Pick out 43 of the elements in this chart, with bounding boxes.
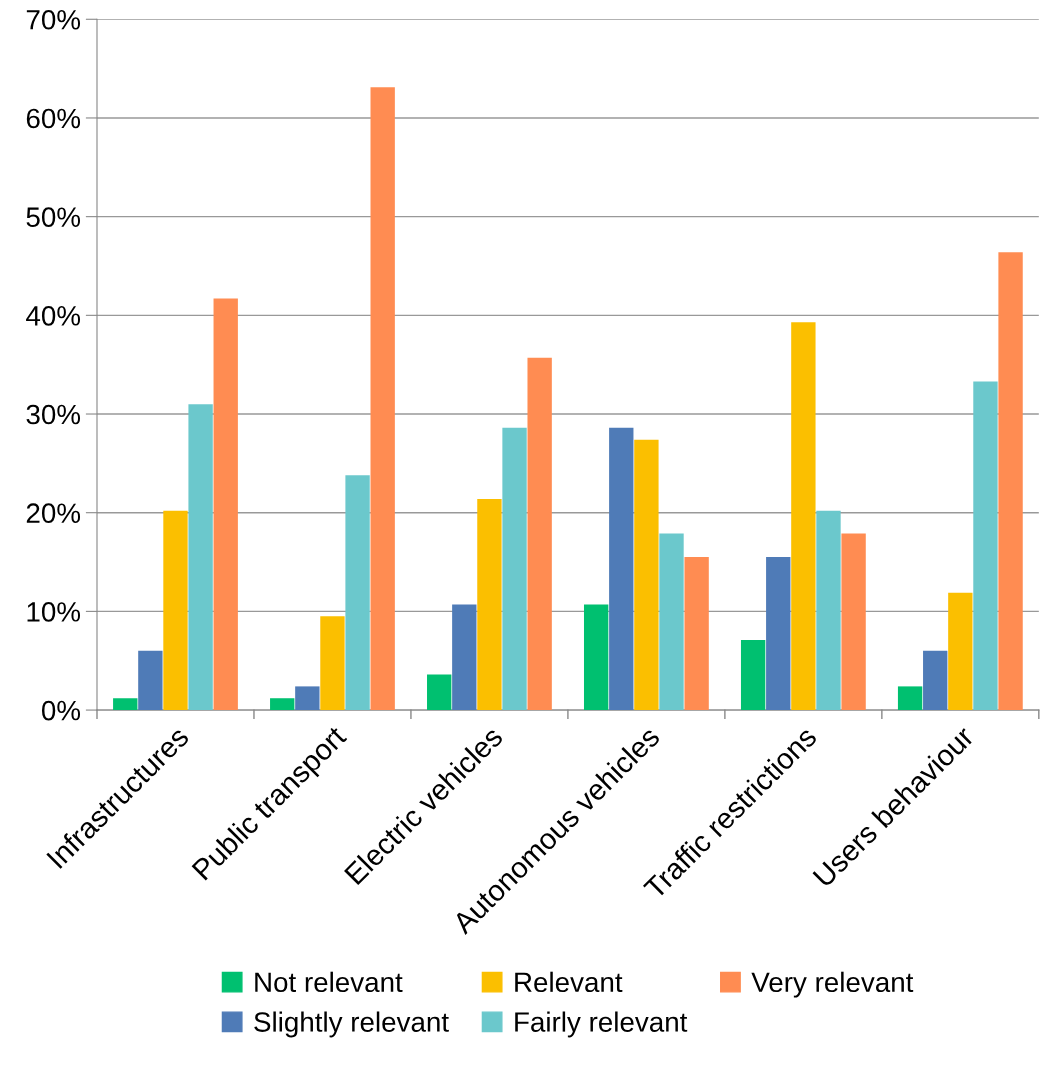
bar: [684, 557, 709, 711]
legend-label: Relevant: [515, 971, 623, 993]
bar: [609, 427, 634, 711]
bar: [188, 404, 213, 711]
bar: [452, 604, 477, 711]
bar: [527, 357, 552, 711]
bar: [948, 592, 973, 711]
y-tick-label: 0%: [41, 700, 81, 721]
legend-label: Slightly relevant: [254, 1011, 449, 1038]
bar: [766, 557, 791, 711]
bar: [427, 674, 452, 711]
y-tick-label: 50%: [26, 207, 81, 227]
legend-label: Not relevant: [255, 971, 403, 993]
bar: [163, 510, 188, 711]
bar: [345, 475, 370, 711]
bar: [841, 533, 866, 711]
y-tick-label: 70%: [26, 9, 81, 30]
bar: [634, 439, 659, 711]
bar: [113, 698, 138, 711]
y-tick-label: 30%: [26, 404, 81, 425]
legend-label: Fairly relevant: [515, 1011, 688, 1038]
bar: [270, 698, 295, 711]
legend-label: Very relevant: [751, 971, 914, 998]
bar: [923, 650, 948, 711]
bar: [477, 498, 502, 711]
bar: [138, 650, 163, 711]
y-tick-label: 10%: [27, 602, 81, 622]
y-tick-label: 60%: [26, 108, 81, 129]
y-tick-label: 20%: [26, 503, 81, 524]
bar: [897, 686, 923, 711]
bar: [213, 298, 238, 711]
bar: [295, 686, 320, 711]
bar: [370, 87, 395, 711]
bar: [583, 604, 609, 711]
bar: [320, 616, 345, 711]
y-tick-label: 40%: [26, 306, 81, 326]
bar: [659, 533, 684, 711]
bar: [740, 640, 766, 711]
bar: [791, 322, 816, 711]
bar: [998, 252, 1023, 711]
bar: [973, 381, 998, 711]
bar: [816, 510, 841, 711]
bar: [502, 427, 527, 711]
